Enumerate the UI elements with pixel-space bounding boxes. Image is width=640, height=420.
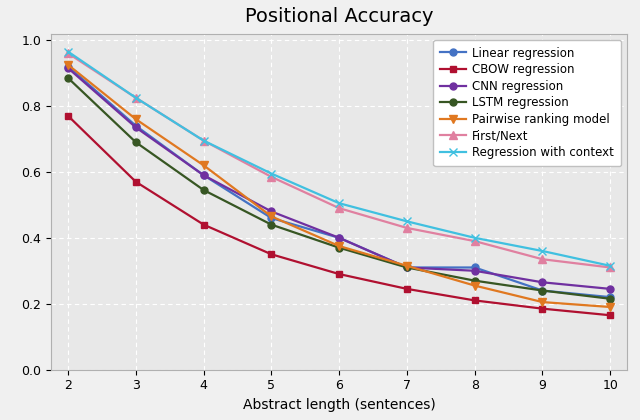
Line: Linear regression: Linear regression — [65, 63, 614, 301]
Regression with context — [132, 95, 140, 100]
LSTM regression — [132, 140, 140, 145]
CNN regression — [539, 280, 547, 285]
Linear regression — [471, 265, 479, 270]
Pairwise ranking model — [335, 244, 343, 249]
Linear regression — [64, 64, 72, 69]
First/Next — [607, 265, 614, 270]
Regression with context — [471, 235, 479, 240]
Line: Pairwise ranking model: Pairwise ranking model — [64, 61, 614, 311]
First/Next — [64, 51, 72, 56]
CBOW regression — [200, 222, 207, 227]
Pairwise ranking model — [64, 63, 72, 68]
Regression with context — [403, 219, 411, 224]
Line: First/Next: First/Next — [64, 49, 614, 272]
Linear regression — [403, 265, 411, 270]
CNN regression — [200, 173, 207, 178]
CNN regression — [64, 66, 72, 71]
Line: CNN regression: CNN regression — [65, 65, 614, 292]
CNN regression — [471, 268, 479, 273]
First/Next — [403, 226, 411, 231]
CBOW regression — [335, 272, 343, 277]
LSTM regression — [200, 188, 207, 193]
Linear regression — [607, 294, 614, 299]
LSTM regression — [471, 278, 479, 283]
Regression with context — [268, 171, 275, 176]
First/Next — [539, 257, 547, 262]
Linear regression — [200, 173, 207, 178]
Pairwise ranking model — [200, 163, 207, 168]
Line: Regression with context: Regression with context — [64, 47, 614, 270]
CBOW regression — [132, 179, 140, 184]
LSTM regression — [335, 245, 343, 250]
Legend: Linear regression, CBOW regression, CNN regression, LSTM regression, Pairwise ra: Linear regression, CBOW regression, CNN … — [433, 39, 621, 166]
Line: CBOW regression: CBOW regression — [65, 113, 614, 319]
Pairwise ranking model — [607, 304, 614, 310]
First/Next — [335, 206, 343, 211]
Linear regression — [539, 288, 547, 293]
LSTM regression — [539, 288, 547, 293]
CBOW regression — [471, 298, 479, 303]
Pairwise ranking model — [471, 283, 479, 288]
Regression with context — [539, 249, 547, 254]
LSTM regression — [268, 222, 275, 227]
LSTM regression — [403, 265, 411, 270]
Pairwise ranking model — [539, 299, 547, 304]
CBOW regression — [403, 286, 411, 291]
CBOW regression — [607, 313, 614, 318]
Regression with context — [64, 49, 72, 54]
LSTM regression — [64, 76, 72, 81]
Linear regression — [335, 235, 343, 240]
CNN regression — [403, 265, 411, 270]
CBOW regression — [64, 113, 72, 118]
First/Next — [132, 95, 140, 100]
CBOW regression — [539, 306, 547, 311]
First/Next — [200, 138, 207, 143]
X-axis label: Abstract length (sentences): Abstract length (sentences) — [243, 398, 436, 412]
CNN regression — [268, 209, 275, 214]
Line: LSTM regression: LSTM regression — [65, 75, 614, 302]
Regression with context — [607, 263, 614, 268]
LSTM regression — [607, 296, 614, 301]
Regression with context — [335, 201, 343, 206]
CNN regression — [607, 286, 614, 291]
First/Next — [268, 174, 275, 179]
Linear regression — [132, 123, 140, 129]
CNN regression — [132, 125, 140, 130]
CNN regression — [335, 235, 343, 240]
CBOW regression — [268, 252, 275, 257]
Linear regression — [268, 215, 275, 220]
Regression with context — [200, 138, 207, 143]
Title: Positional Accuracy: Positional Accuracy — [245, 8, 433, 26]
Pairwise ranking model — [268, 214, 275, 219]
First/Next — [471, 239, 479, 244]
Pairwise ranking model — [403, 263, 411, 268]
Pairwise ranking model — [132, 117, 140, 122]
